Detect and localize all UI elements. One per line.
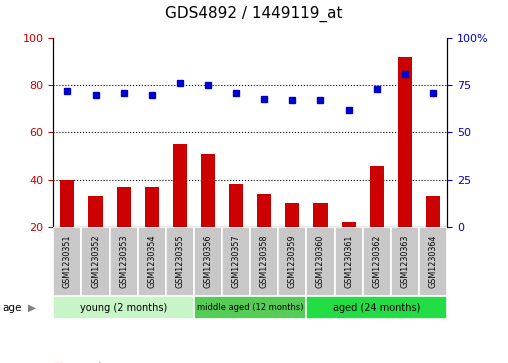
Text: middle aged (12 months): middle aged (12 months) [197, 303, 303, 312]
Bar [53, 296, 194, 319]
Bar [370, 166, 384, 227]
Text: GSM1230353: GSM1230353 [119, 234, 128, 288]
Bar [257, 194, 271, 227]
Text: GSM1230360: GSM1230360 [316, 234, 325, 288]
Bar [278, 227, 306, 296]
Bar [173, 144, 187, 227]
Bar [313, 203, 328, 227]
Text: GSM1230356: GSM1230356 [204, 234, 212, 288]
Bar [201, 154, 215, 227]
Bar [419, 227, 447, 296]
Bar [306, 227, 335, 296]
Bar [138, 227, 166, 296]
Bar [335, 227, 363, 296]
Bar [117, 187, 131, 227]
Text: GSM1230357: GSM1230357 [232, 234, 241, 288]
Text: GSM1230352: GSM1230352 [91, 234, 100, 288]
Bar [341, 222, 356, 227]
Bar [110, 227, 138, 296]
Text: age: age [3, 303, 22, 313]
Bar [194, 296, 306, 319]
Text: count: count [74, 362, 103, 363]
Text: GSM1230358: GSM1230358 [260, 234, 269, 288]
Bar [391, 227, 419, 296]
Bar [363, 227, 391, 296]
Bar [229, 184, 243, 227]
Bar [60, 180, 75, 227]
Bar [88, 196, 103, 227]
Text: aged (24 months): aged (24 months) [333, 303, 421, 313]
Bar [166, 227, 194, 296]
Text: GSM1230355: GSM1230355 [175, 234, 184, 288]
Bar [222, 227, 250, 296]
Text: GDS4892 / 1449119_at: GDS4892 / 1449119_at [165, 5, 343, 22]
Text: ■: ■ [53, 362, 64, 363]
Bar [81, 227, 110, 296]
Bar [145, 187, 159, 227]
Bar [285, 203, 299, 227]
Text: GSM1230354: GSM1230354 [147, 234, 156, 288]
Bar [194, 227, 222, 296]
Bar [306, 296, 447, 319]
Bar [53, 227, 81, 296]
Text: GSM1230359: GSM1230359 [288, 234, 297, 288]
Bar [426, 196, 440, 227]
Bar [398, 57, 412, 227]
Text: young (2 months): young (2 months) [80, 303, 167, 313]
Bar [250, 227, 278, 296]
Text: GSM1230351: GSM1230351 [63, 234, 72, 288]
Text: GSM1230363: GSM1230363 [400, 234, 409, 288]
Text: GSM1230361: GSM1230361 [344, 234, 353, 288]
Text: GSM1230362: GSM1230362 [372, 234, 381, 288]
Text: GSM1230364: GSM1230364 [428, 234, 437, 288]
Text: ▶: ▶ [28, 303, 36, 313]
